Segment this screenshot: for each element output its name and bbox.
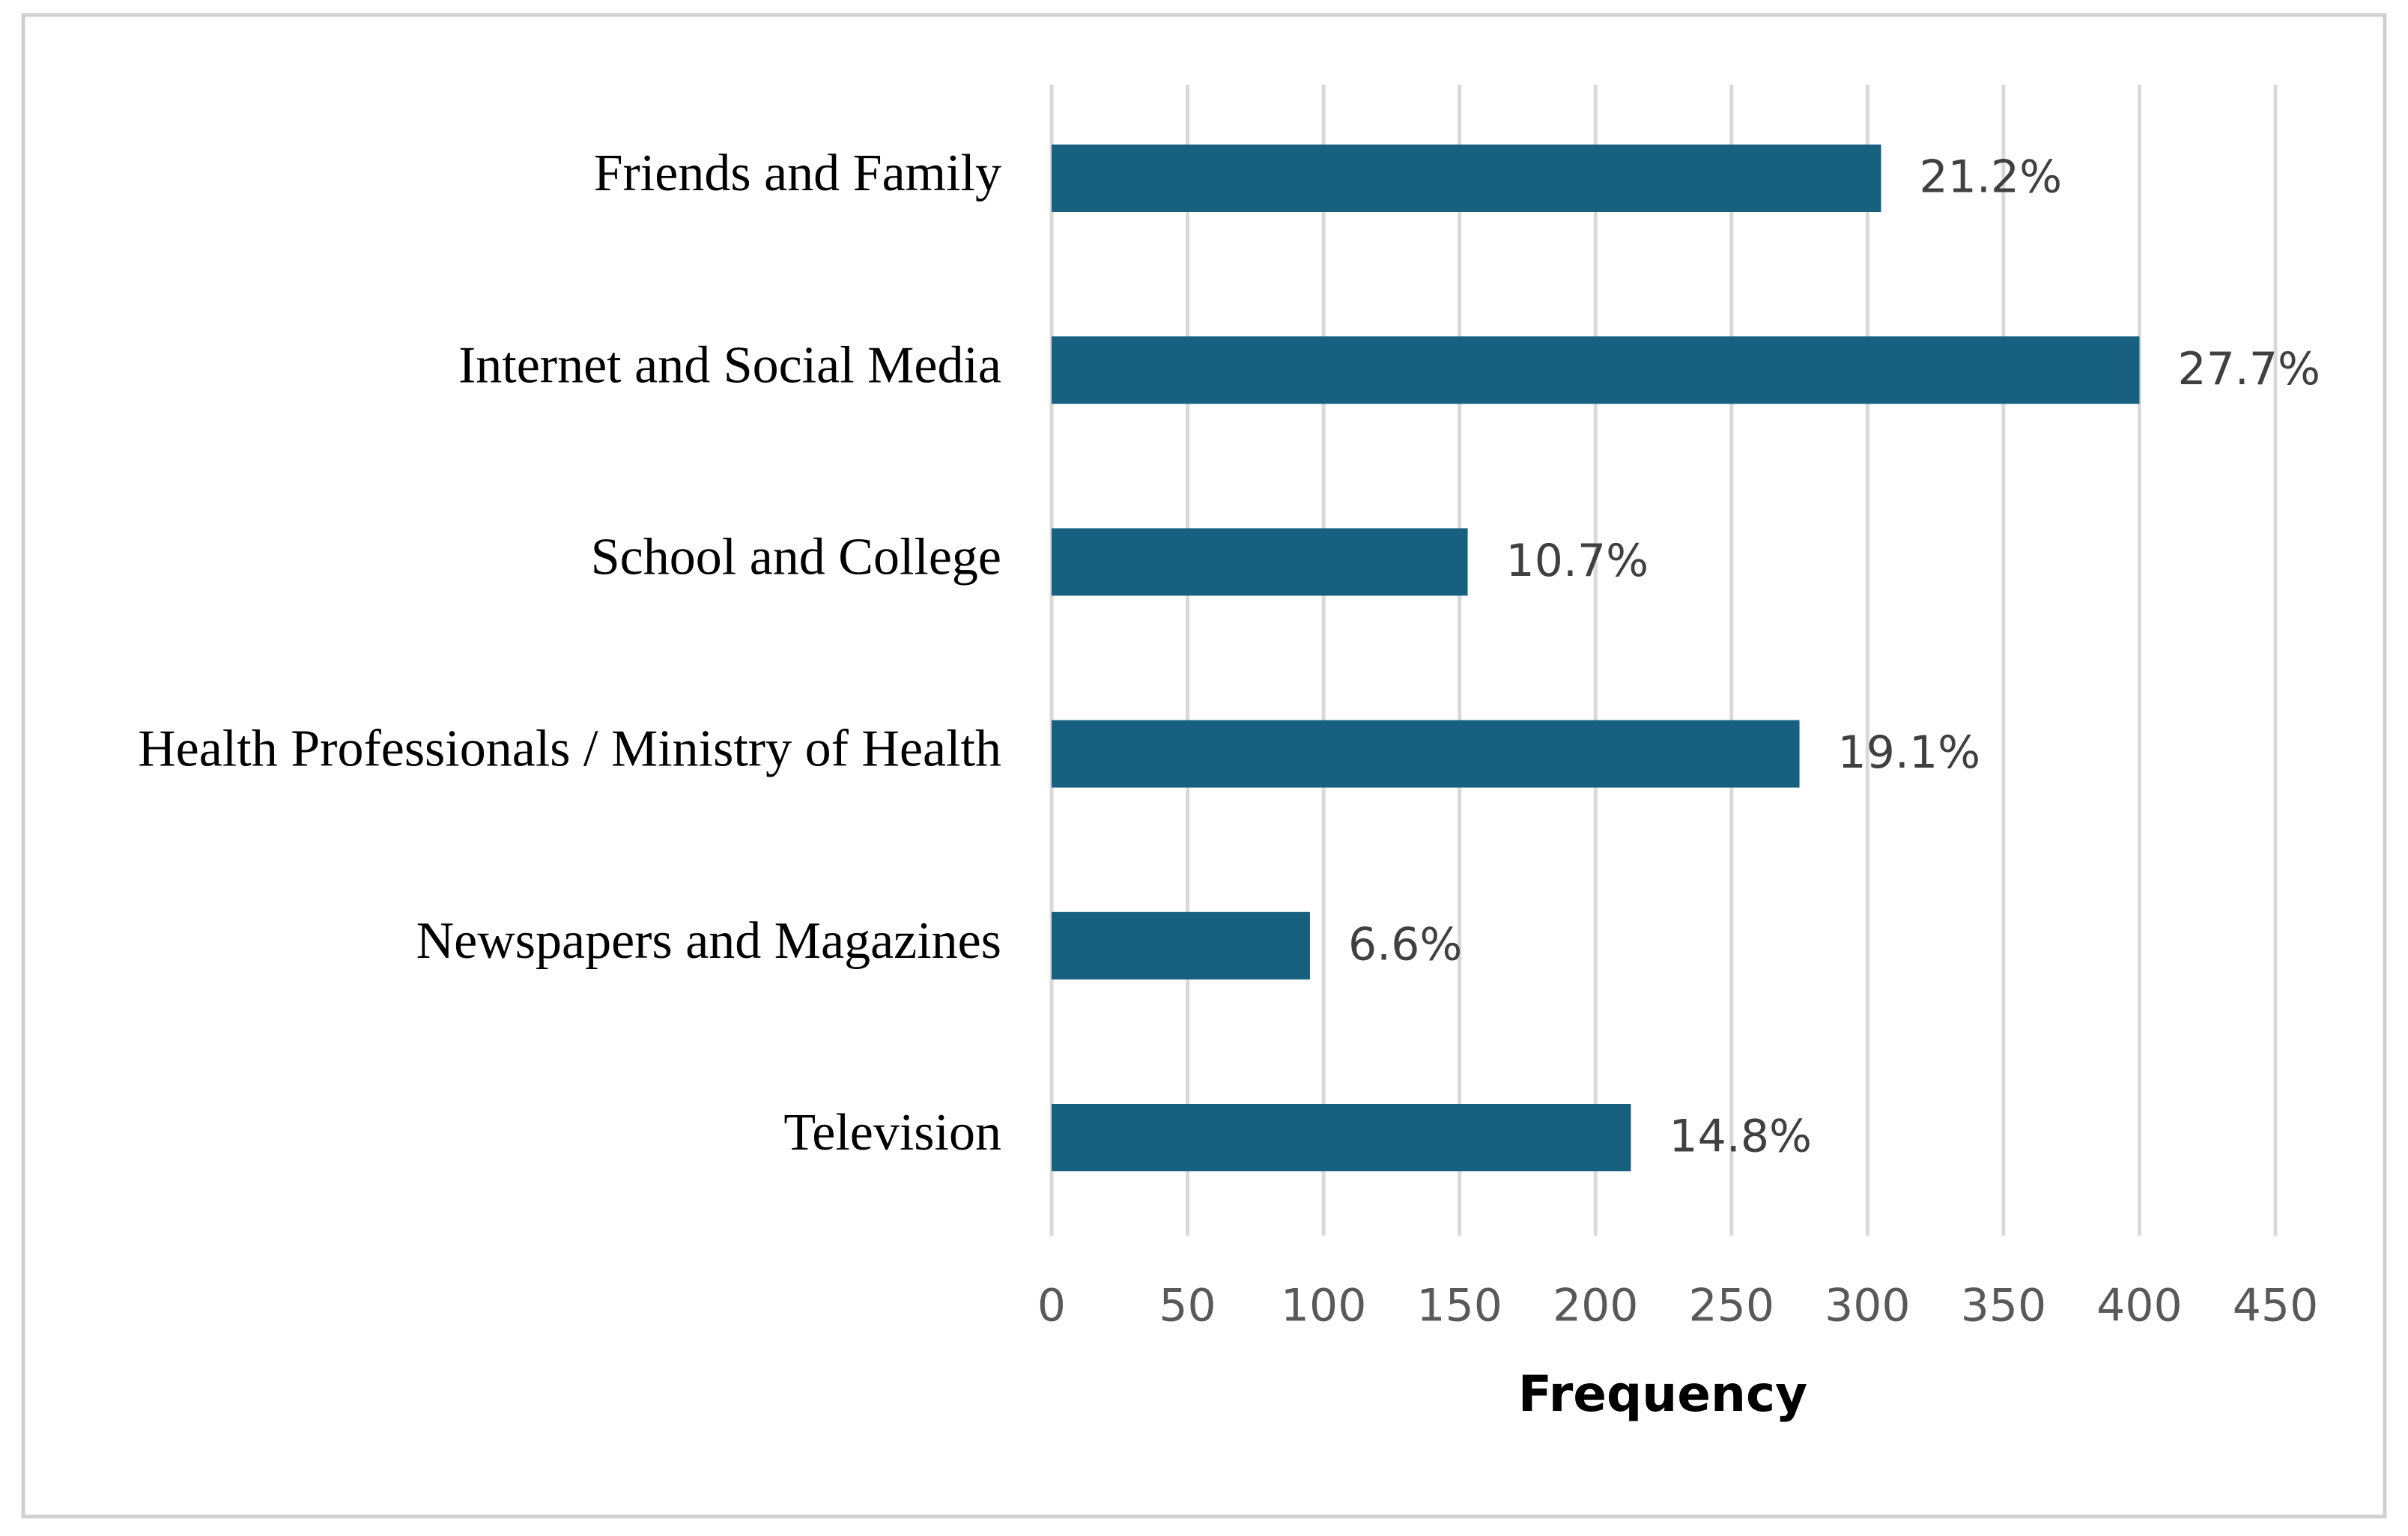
data-label: 10.7% <box>1506 535 1649 587</box>
y-tick-label: Newspapers and Magazines <box>416 912 1001 970</box>
bar <box>1052 145 1881 212</box>
x-tick-label: 450 <box>2233 1280 2319 1332</box>
bar <box>1052 1104 1631 1171</box>
y-tick-label: School and College <box>591 528 1001 586</box>
y-tick-label: Internet and Social Media <box>458 336 1001 394</box>
y-tick-label: Television <box>783 1104 1001 1162</box>
x-axis-title: Frequency <box>1518 1365 1807 1423</box>
bar <box>1052 528 1468 596</box>
x-tick-label: 50 <box>1159 1280 1216 1332</box>
data-label: 14.8% <box>1669 1111 1812 1163</box>
x-tick-label: 400 <box>2096 1280 2183 1332</box>
x-tick-label: 100 <box>1281 1280 1367 1332</box>
x-tick-label: 250 <box>1689 1280 1775 1332</box>
data-label: 6.6% <box>1348 918 1462 971</box>
x-tick-label: 150 <box>1416 1280 1502 1332</box>
x-tick-label: 350 <box>1961 1280 2047 1332</box>
data-label: 19.1% <box>1838 726 1981 779</box>
y-tick-label: Health Professionals / Ministry of Healt… <box>138 720 1001 778</box>
y-tick-label: Friends and Family <box>594 145 1001 202</box>
data-label: 27.7% <box>2177 343 2320 395</box>
data-label: 21.2% <box>1919 151 2062 204</box>
bar <box>1052 911 1310 980</box>
x-tick-label: 200 <box>1553 1280 1639 1332</box>
x-tick-label: 0 <box>1037 1280 1066 1332</box>
bar <box>1052 720 1800 788</box>
bar <box>1052 336 2140 404</box>
x-tick-label: 300 <box>1825 1280 1911 1332</box>
